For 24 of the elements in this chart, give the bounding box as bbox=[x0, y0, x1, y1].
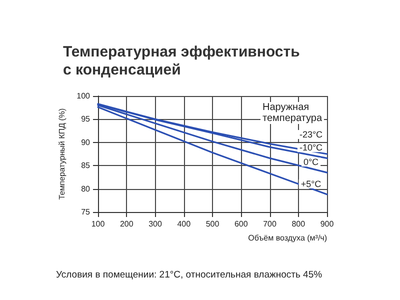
x-tick-label: 900 bbox=[320, 220, 334, 228]
x-tick-label: 200 bbox=[120, 220, 134, 228]
series-label: -10°C bbox=[299, 142, 324, 153]
series-label: -23°C bbox=[299, 130, 324, 140]
y-tick-label: 80 bbox=[81, 184, 91, 194]
x-tick-label: 100 bbox=[91, 220, 106, 228]
y-tick-label: 85 bbox=[81, 161, 91, 170]
y-tick-label: 90 bbox=[81, 138, 91, 147]
legend-title: Наружная температура bbox=[262, 102, 322, 124]
y-tick-label: 95 bbox=[81, 114, 91, 124]
y-tick-label: 100 bbox=[76, 92, 91, 100]
x-tick-label: 300 bbox=[148, 220, 162, 228]
x-tick-label: 600 bbox=[234, 220, 248, 228]
y-axis-title: Температурный КПД (%) bbox=[57, 108, 66, 200]
chart-title: Температурная эффективность с конденсацией bbox=[63, 44, 300, 78]
x-tick-label: 700 bbox=[263, 220, 277, 228]
x-tick-label: 800 bbox=[292, 220, 306, 228]
series-label: +5°C bbox=[300, 178, 322, 189]
y-tick-label: 75 bbox=[81, 208, 91, 216]
series-label: 0°C bbox=[303, 157, 320, 168]
text: Условия в помещении: 21°C, относительная влажность 45% bbox=[56, 270, 323, 280]
x-tick-label: 500 bbox=[206, 220, 220, 228]
x-tick-label: 400 bbox=[177, 220, 192, 228]
x-axis-title: Объём воздуха (м³/ч) bbox=[248, 234, 328, 242]
